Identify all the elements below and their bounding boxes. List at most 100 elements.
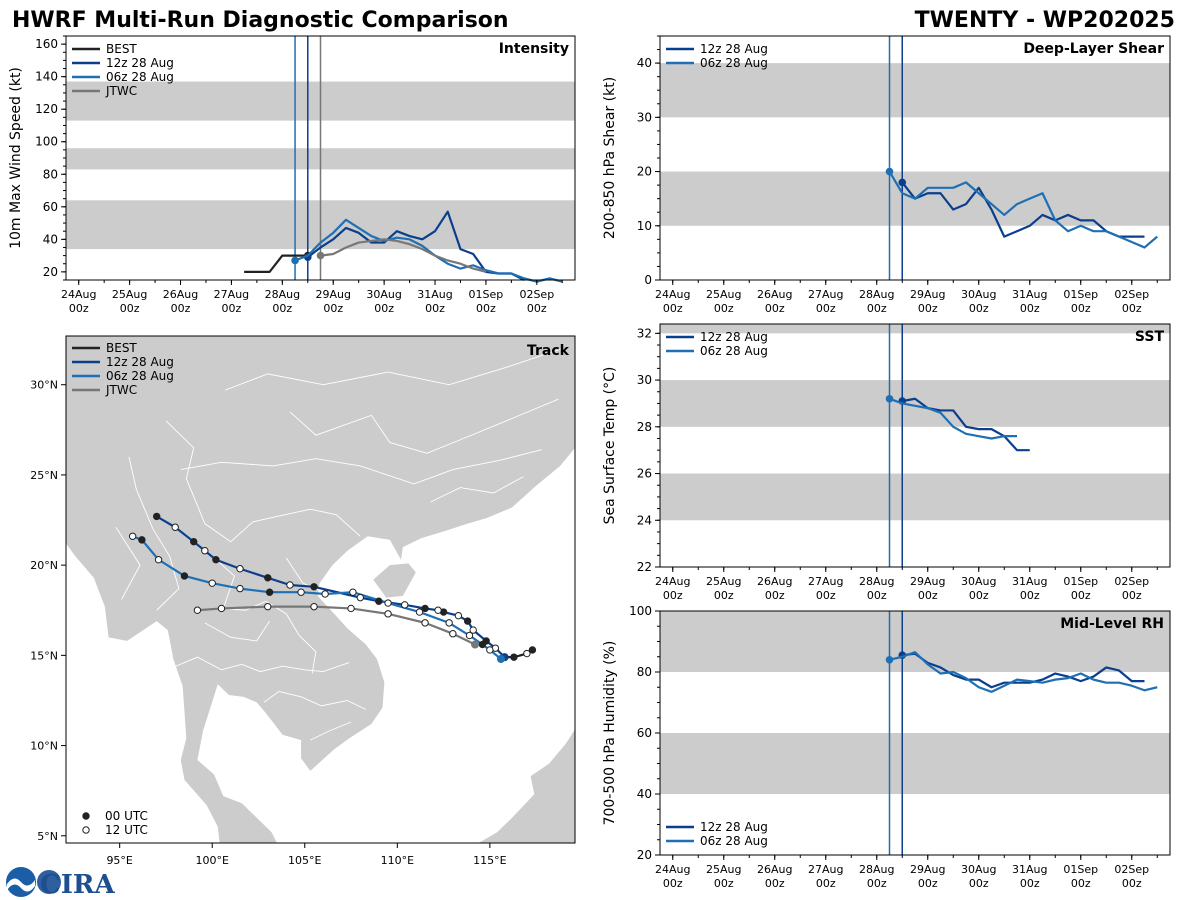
intensity-xtick-hour-9: 00z	[527, 302, 547, 315]
sst-panel-title: SST	[1135, 329, 1165, 345]
intensity-ytick-label-5: 120	[35, 102, 58, 116]
rh-ytick-label-2: 60	[637, 726, 652, 740]
shear-ytick-label-4: 40	[637, 56, 652, 70]
sst-xtick-day-6: 30Aug	[961, 575, 996, 588]
cira-globe-icon	[37, 870, 61, 894]
track-fix-2-5	[415, 608, 424, 616]
rh-xtick-hour-0: 00z	[663, 877, 683, 890]
shear-ytick-label-0: 0	[644, 273, 652, 287]
intensity-xtick-day-8: 01Sep	[469, 288, 504, 301]
sst-init-point-1	[885, 394, 894, 403]
rh-panel: 2040608010024Aug00z25Aug00z26Aug00z27Aug…	[602, 604, 1171, 890]
sst-ytick-label-2: 26	[637, 467, 652, 481]
shear-xtick-day-6: 30Aug	[961, 288, 996, 301]
boundary-line-7	[289, 398, 559, 454]
track-init-jtwc	[471, 640, 480, 649]
rh-xtick-day-7: 31Aug	[1012, 863, 1047, 876]
rh-panel-title: Mid-Level RH	[1060, 616, 1164, 632]
rh-ytick-label-0: 20	[637, 848, 652, 862]
shear-xtick-hour-3: 00z	[816, 302, 836, 315]
sst-xtick-day-1: 25Aug	[706, 575, 741, 588]
intensity-xtick-day-4: 28Aug	[265, 288, 300, 301]
track-ytick-label-3: 20°N	[30, 559, 58, 572]
boundary-line-6	[180, 449, 542, 485]
shear-ytick-label-1: 10	[637, 219, 652, 233]
track-init-06z	[496, 654, 505, 663]
rh-xtick-day-4: 28Aug	[859, 863, 894, 876]
intensity-xtick-day-6: 30Aug	[366, 288, 401, 301]
track-ytick-label-5: 30°N	[30, 379, 58, 392]
intensity-init-point-3	[316, 251, 325, 260]
intensity-series-0	[244, 254, 308, 273]
sst-ytick-label-5: 32	[637, 326, 652, 340]
intensity-legend-label-2: 06z 28 Aug	[106, 70, 174, 84]
rh-xtick-hour-4: 00z	[867, 877, 887, 890]
track-fix-2-11	[236, 584, 244, 593]
rh-legend-label-1: 06z 28 Aug	[700, 834, 768, 848]
shear-xtick-hour-9: 00z	[1122, 302, 1142, 315]
sst-series-0	[902, 397, 1030, 452]
intensity-xtick-hour-1: 00z	[120, 302, 140, 315]
boundary-line-3	[171, 656, 350, 673]
shear-xtick-hour-1: 00z	[714, 302, 734, 315]
track-fix-3-8	[193, 606, 202, 614]
sst-legend-label-0: 12z 28 Aug	[700, 330, 768, 344]
sst-xtick-day-5: 29Aug	[910, 575, 945, 588]
track-fix-2-3	[465, 631, 474, 640]
sst-series-1	[889, 397, 1017, 440]
track-fix-2-16	[128, 532, 137, 540]
intensity-xtick-hour-3: 00z	[222, 302, 242, 315]
intensity-legend-label-3: JTWC	[105, 84, 137, 98]
rh-xtick-day-1: 25Aug	[706, 863, 741, 876]
rh-ytick-label-4: 100	[629, 604, 652, 618]
intensity-ytick-label-0: 20	[43, 265, 58, 279]
sst-xtick-day-4: 28Aug	[859, 575, 894, 588]
rh-xtick-day-8: 01Sep	[1063, 863, 1098, 876]
track-marker-legend-label-0: 00 UTC	[105, 809, 148, 823]
track-xtick-label-0: 95°E	[106, 854, 132, 867]
intensity-xtick-day-5: 29Aug	[315, 288, 350, 301]
track-fix-2-15	[138, 536, 146, 544]
track-fix-3-5	[310, 602, 318, 611]
track-panel: 95°E 100°E 105°E 110°E 115°E 5°N 10°N 15°N 20°N 2…	[30, 335, 576, 867]
rh-xtick-hour-3: 00z	[816, 877, 836, 890]
shear-ytick-label-2: 20	[637, 165, 652, 179]
intensity-ytick-label-2: 60	[43, 200, 58, 214]
sst-xtick-day-2: 26Aug	[757, 575, 792, 588]
track-legend-label-0: BEST	[106, 341, 137, 355]
intensity-ytick-label-7: 160	[35, 37, 58, 51]
intensity-xtick-hour-8: 00z	[476, 302, 496, 315]
sst-band-0	[660, 473, 1170, 521]
track-fix-0-2	[510, 653, 518, 661]
cira-logo: CIRA	[37, 870, 115, 900]
borneo-palawan-land	[478, 729, 575, 843]
sst-xtick-day-7: 31Aug	[1012, 575, 1047, 588]
rh-ylabel: 700-500 hPa Humidity (%)	[602, 641, 618, 826]
track-fix-3-7	[217, 604, 226, 613]
shear-xtick-hour-7: 00z	[1020, 302, 1040, 315]
boundary-line-12	[204, 620, 270, 642]
boundary-line-9	[430, 476, 524, 503]
track-marker-legend-label-1: 12 UTC	[105, 823, 148, 837]
track-xtick-label-3: 110°E	[381, 854, 414, 867]
intensity-xtick-hour-4: 00z	[272, 302, 292, 315]
track-fix-1-18	[190, 537, 198, 546]
shear-xtick-day-1: 25Aug	[706, 288, 741, 301]
sst-ylabel: Sea Surface Temp (°C)	[602, 367, 618, 525]
shear-ytick-label-3: 30	[637, 110, 652, 124]
track-fix-2-13	[180, 572, 189, 580]
intensity-ytick-label-1: 40	[43, 232, 58, 246]
rh-xtick-hour-8: 00z	[1071, 877, 1091, 890]
shear-legend-label-1: 06z 28 Aug	[700, 56, 768, 70]
sst-ytick-label-3: 28	[637, 420, 652, 434]
rh-xtick-hour-5: 00z	[918, 877, 938, 890]
boundary-line-4	[263, 690, 367, 710]
track-fix-1-16	[212, 556, 220, 564]
track-legend-label-2: 06z 28 Aug	[106, 369, 174, 383]
track-fix-3-4	[347, 604, 355, 613]
intensity-legend-label-0: BEST	[106, 42, 137, 56]
rh-xtick-day-9: 02Sep	[1114, 863, 1149, 876]
track-fix-3-6	[264, 602, 272, 611]
shear-xtick-day-2: 26Aug	[757, 288, 792, 301]
rh-ytick-label-1: 40	[637, 787, 652, 801]
